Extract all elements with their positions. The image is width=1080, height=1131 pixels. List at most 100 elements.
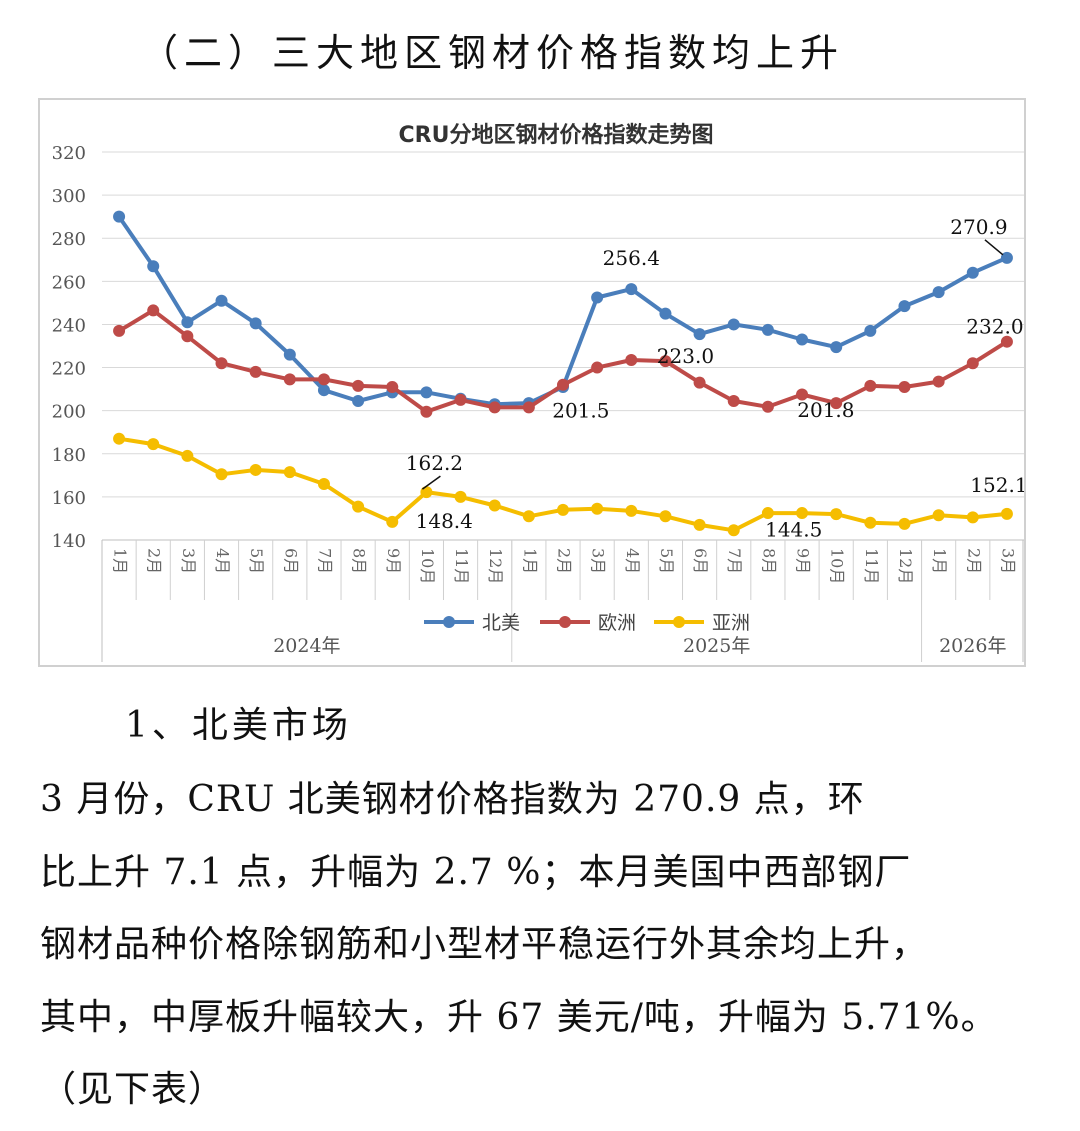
y-tick-label: 320: [52, 143, 86, 164]
x-tick-label: 2月: [555, 548, 574, 574]
y-tick-label: 160: [52, 488, 86, 509]
y-tick-label: 240: [52, 315, 86, 336]
x-tick-label: 9月: [794, 548, 813, 574]
x-tick-label: 6月: [281, 548, 300, 574]
data-point: [625, 504, 638, 517]
data-point: [488, 499, 501, 512]
data-point: [659, 307, 672, 320]
x-tick-label: 7月: [315, 548, 334, 574]
data-label: 270.9: [950, 215, 1007, 239]
data-point: [659, 510, 672, 523]
data-point: [420, 405, 433, 418]
data-point: [522, 510, 535, 523]
y-tick-label: 220: [52, 359, 86, 380]
chart-panel: CRU分地区钢材价格指数走势图 140 160 180 200 220 240 260 280 3…: [38, 98, 1026, 667]
series-line-2: [118, 436, 1008, 533]
data-point: [317, 373, 330, 386]
y-tick-label: 180: [52, 445, 86, 466]
data-point: [215, 357, 228, 370]
data-point: [386, 515, 399, 528]
data-point: [1000, 507, 1013, 520]
data-point: [147, 438, 160, 451]
chart-title: CRU分地区钢材价格指数走势图: [399, 122, 714, 148]
data-label: 144.5: [765, 517, 822, 541]
year-group-label: 2024年: [273, 635, 340, 657]
data-point: [591, 361, 604, 374]
x-tick-label: 7月: [725, 548, 744, 574]
data-point: [352, 500, 365, 513]
y-tick-label: 140: [52, 531, 86, 552]
data-point: [249, 317, 262, 330]
data-point: [966, 266, 979, 279]
body-line-1: 3 月份，CRU 北美钢材价格指数为 270.9 点，环: [40, 779, 865, 820]
data-point: [830, 341, 843, 354]
data-point: [796, 388, 809, 401]
data-point: [932, 509, 945, 522]
data-point: [352, 379, 365, 392]
x-tick-label: 8月: [759, 548, 778, 574]
x-tick-label: 10月: [418, 548, 437, 584]
data-point: [113, 210, 126, 223]
data-label: 201.8: [797, 398, 854, 422]
body-line-4: 其中，中厚板升幅较大，升 67 美元/吨，升幅为 5.71%。: [40, 997, 998, 1038]
y-tick-label: 280: [52, 229, 86, 250]
x-tick-label: 10月: [828, 548, 847, 584]
data-point: [557, 503, 569, 516]
data-point: [283, 466, 296, 479]
data-point: [591, 291, 604, 304]
x-tick-label: 3月: [179, 548, 198, 574]
data-point: [181, 449, 194, 462]
data-point: [249, 463, 262, 476]
data-point: [625, 283, 638, 296]
data-point: [420, 486, 433, 499]
data-point: [249, 365, 262, 378]
data-point: [898, 300, 911, 313]
data-point: [864, 379, 877, 392]
section-heading: （二）三大地区钢材价格指数均上升: [140, 31, 845, 75]
data-point: [864, 324, 877, 337]
data-point: [796, 333, 809, 346]
data-point: [215, 468, 228, 481]
data-point: [317, 477, 330, 490]
data-label: 201.5: [552, 398, 609, 422]
data-point: [386, 380, 399, 393]
data-point: [283, 373, 296, 386]
data-point: [181, 316, 194, 329]
data-point: [761, 400, 774, 413]
x-tick-label: 4月: [213, 548, 232, 574]
data-point: [693, 376, 706, 389]
data-point: [181, 330, 194, 343]
data-point: [830, 508, 843, 521]
body-line-5: （见下表）: [40, 1069, 226, 1110]
data-point: [864, 516, 877, 529]
legend-label: 亚洲: [712, 612, 750, 634]
data-point: [557, 378, 569, 391]
data-point: [454, 490, 467, 503]
annotation-leader: [984, 239, 1004, 256]
data-point: [488, 401, 501, 414]
x-tick-label: 3月: [589, 548, 608, 574]
data-point: [147, 304, 160, 317]
x-tick-label: 1月: [520, 548, 539, 574]
data-point: [659, 355, 672, 368]
x-tick-label: 4月: [623, 548, 642, 574]
data-point: [761, 323, 774, 336]
x-tick-label: 1月: [930, 548, 949, 574]
data-point: [1000, 335, 1013, 348]
annotation-leader: [421, 475, 441, 490]
data-point: [796, 507, 809, 520]
data-point: [1000, 251, 1013, 264]
data-point: [454, 393, 467, 406]
x-tick-label: 11月: [452, 548, 471, 584]
x-tick-label: 2月: [145, 548, 164, 574]
legend-marker: [443, 616, 455, 628]
legend-label: 欧洲: [598, 612, 636, 634]
x-tick-label: 5月: [657, 548, 676, 574]
data-point: [215, 294, 228, 307]
legend-label: 北美: [482, 612, 520, 634]
sub-heading: 1、北美市场: [125, 705, 352, 746]
data-label: 256.4: [603, 246, 660, 270]
data-point: [591, 502, 604, 515]
body-line-3: 钢材品种价格除钢筋和小型材平稳运行外其余均上升，: [40, 924, 929, 965]
data-label: 232.0: [966, 315, 1023, 339]
